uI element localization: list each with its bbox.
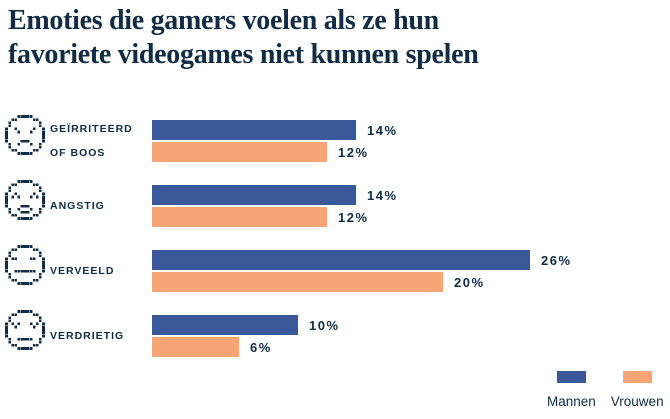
bar-vrouwen — [152, 337, 239, 357]
bar-mannen — [152, 315, 298, 335]
bar-value-vrouwen: 20% — [454, 274, 485, 290]
chart-title-line2: favoriete videogames niet kunnen spelen — [8, 39, 479, 70]
bar-group: 10% 6% — [152, 315, 340, 359]
chart-row: ANGSTIG 14% 12% — [0, 178, 670, 243]
bar-value-mannen: 14% — [367, 122, 398, 138]
angry-face-icon — [5, 115, 45, 155]
mannen-legend-label: Mannen — [547, 394, 596, 409]
vrouwen-color-swatch — [622, 371, 652, 383]
category-label: GEÏRRITEERD OF BOOS — [50, 119, 148, 163]
category-label-line: VERDRIETIG — [50, 330, 125, 342]
bar-group: 14% 12% — [152, 120, 398, 164]
chart-row: VERVEELD 26% 20% — [0, 243, 670, 308]
bar-line-mannen: 14% — [152, 120, 398, 140]
chart-title: Emoties die gamers voelen als ze hun fav… — [8, 4, 479, 72]
legend-item-vrouwen: Vrouwen — [611, 371, 664, 409]
vrouwen-legend-label: Vrouwen — [610, 394, 664, 409]
legend: Mannen Vrouwen — [547, 371, 664, 409]
bar-line-vrouwen: 12% — [152, 142, 398, 162]
chart-row: GEÏRRITEERD OF BOOS 14% 12% — [0, 113, 670, 178]
bar-mannen — [152, 185, 356, 205]
chart-title-line1: Emoties die gamers voelen als ze hun — [8, 5, 439, 36]
bar-value-mannen: 26% — [541, 252, 572, 268]
bar-line-mannen: 14% — [152, 185, 398, 205]
legend-item-mannen: Mannen — [547, 371, 596, 409]
bar-value-vrouwen: 6% — [250, 339, 272, 355]
bar-mannen — [152, 250, 530, 270]
bar-value-vrouwen: 12% — [338, 209, 369, 225]
bar-group: 26% 20% — [152, 250, 572, 294]
mannen-color-swatch — [556, 371, 586, 383]
bar-line-vrouwen: 20% — [152, 272, 572, 292]
category-label-line: OF BOOS — [50, 147, 106, 159]
bar-value-vrouwen: 12% — [338, 144, 369, 160]
bar-vrouwen — [152, 272, 443, 292]
category-label-line: GEÏRRITEERD — [50, 123, 133, 135]
chart-rows: GEÏRRITEERD OF BOOS 14% 12% ANGSTIG 14% — [0, 113, 670, 373]
category-label-line: ANGSTIG — [50, 200, 105, 212]
bar-group: 14% 12% — [152, 185, 398, 229]
category-label: VERVEELD — [50, 249, 148, 293]
bar-mannen — [152, 120, 356, 140]
bar-line-vrouwen: 12% — [152, 207, 398, 227]
bar-vrouwen — [152, 207, 327, 227]
bar-line-mannen: 26% — [152, 250, 572, 270]
chart-row: VERDRIETIG 10% 6% — [0, 308, 670, 373]
bar-vrouwen — [152, 142, 327, 162]
category-label: VERDRIETIG — [50, 314, 148, 358]
bar-line-mannen: 10% — [152, 315, 340, 335]
bar-value-mannen: 10% — [309, 317, 340, 333]
bar-value-mannen: 14% — [367, 187, 398, 203]
sad-face-icon — [5, 310, 45, 350]
bored-face-icon — [5, 245, 45, 285]
category-label: ANGSTIG — [50, 184, 148, 228]
category-label-line: VERVEELD — [50, 265, 115, 277]
bar-line-vrouwen: 6% — [152, 337, 340, 357]
anxious-face-icon — [5, 180, 45, 220]
